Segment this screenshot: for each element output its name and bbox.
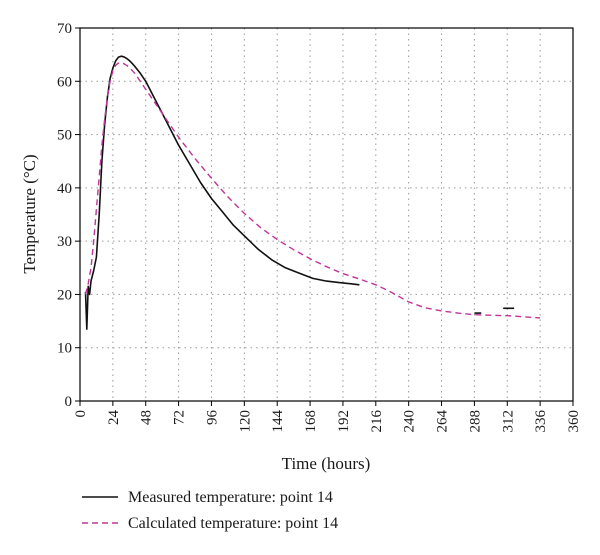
x-tick-label: 72 bbox=[172, 410, 188, 425]
y-tick-label: 60 bbox=[57, 74, 72, 90]
x-axis-title: Time (hours) bbox=[282, 454, 371, 473]
x-tick-label: 360 bbox=[566, 410, 582, 433]
x-tick-label: 120 bbox=[237, 410, 253, 433]
x-tick-label: 336 bbox=[533, 410, 549, 433]
measured-temperature-line bbox=[84, 55, 360, 330]
legend-label-measured: Measured temperature: point 14 bbox=[128, 489, 333, 506]
y-tick-label: 0 bbox=[65, 394, 73, 410]
calculated-temperature-line bbox=[84, 61, 541, 319]
x-tick-label: 0 bbox=[73, 410, 89, 418]
axis-ticks bbox=[75, 27, 574, 406]
x-tick-label: 264 bbox=[435, 410, 451, 433]
y-tick-label: 10 bbox=[57, 341, 72, 357]
y-tick-label: 40 bbox=[57, 181, 72, 197]
x-axis-tick-labels: 0 24 48 72 96 120 144 168 192 216 240 264 288 312 336 3… bbox=[73, 410, 582, 433]
y-tick-label: 30 bbox=[57, 234, 72, 250]
y-axis-tick-labels: 0 10 20 30 40 50 60 70 bbox=[57, 21, 72, 410]
legend: Measured temperature: point 14 Calculate… bbox=[82, 489, 338, 532]
legend-label-calculated: Calculated temperature: point 14 bbox=[128, 515, 338, 532]
x-tick-label: 96 bbox=[204, 410, 220, 426]
y-tick-label: 50 bbox=[57, 128, 72, 144]
plot-frame bbox=[79, 27, 574, 402]
x-tick-label: 240 bbox=[402, 410, 418, 433]
x-tick-label: 168 bbox=[303, 410, 319, 433]
x-tick-label: 24 bbox=[106, 410, 122, 426]
y-tick-label: 70 bbox=[57, 21, 72, 37]
x-tick-label: 312 bbox=[500, 410, 516, 433]
x-tick-label: 48 bbox=[139, 410, 155, 425]
x-tick-label: 192 bbox=[336, 410, 352, 433]
x-tick-label: 216 bbox=[369, 410, 385, 433]
y-axis-title: Temperature (°C) bbox=[20, 154, 39, 273]
grid bbox=[80, 28, 573, 401]
y-tick-label: 20 bbox=[57, 287, 72, 303]
series-lines bbox=[84, 55, 541, 330]
x-tick-label: 288 bbox=[467, 410, 483, 433]
x-tick-label: 144 bbox=[270, 410, 286, 433]
